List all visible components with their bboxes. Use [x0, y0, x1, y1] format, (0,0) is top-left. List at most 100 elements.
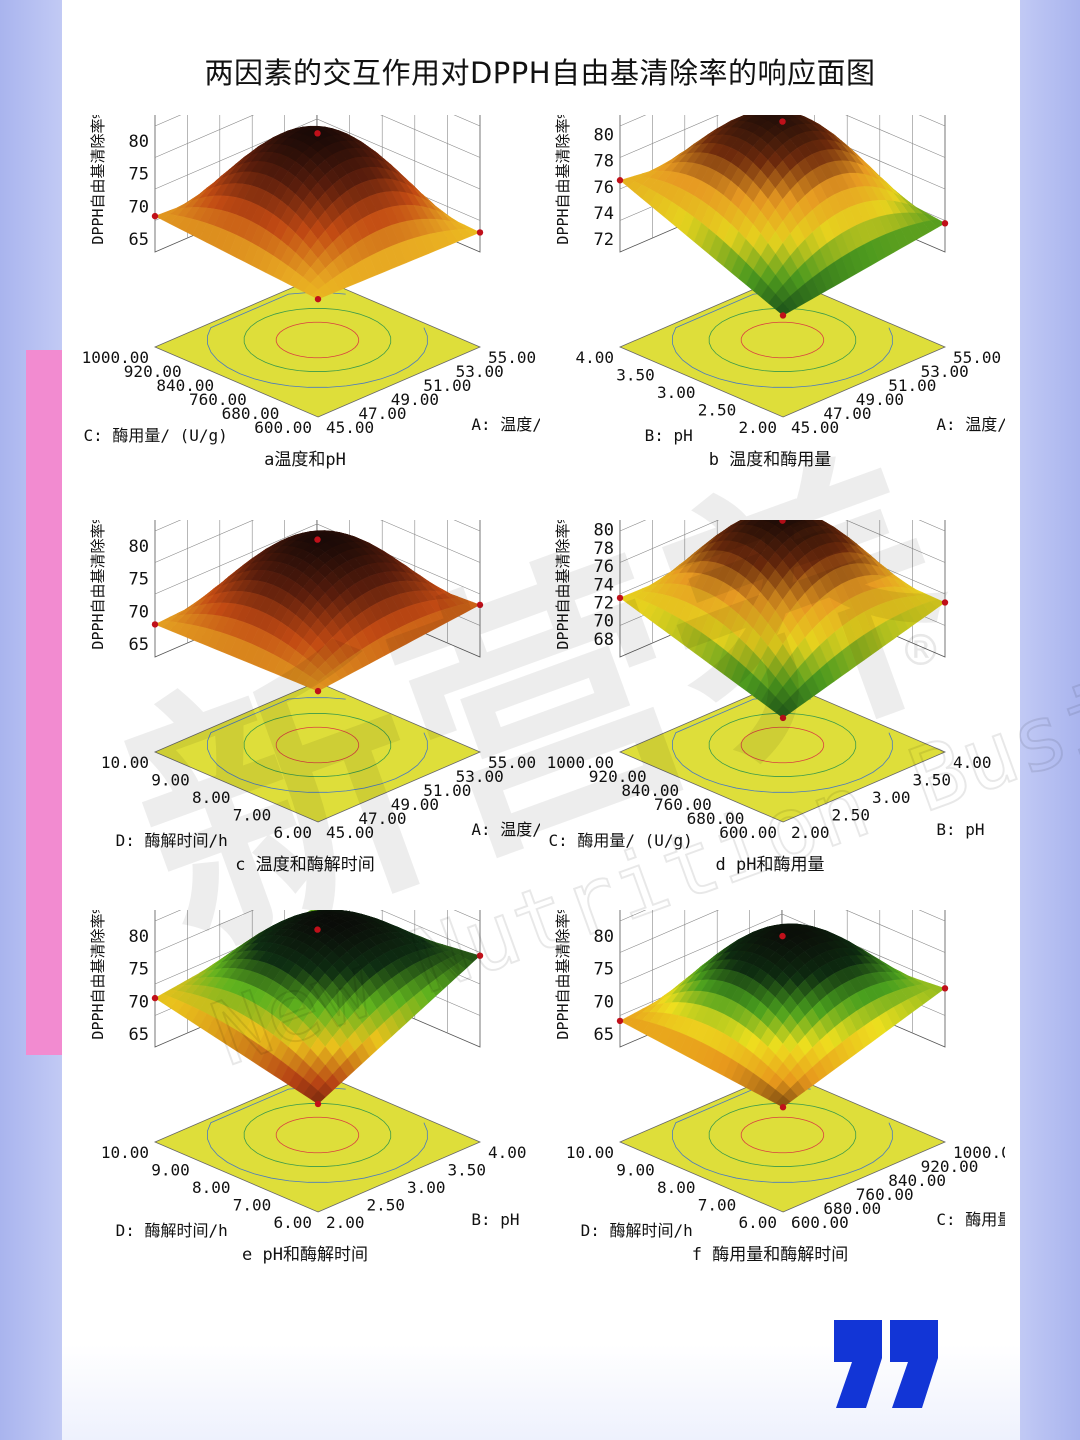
z-axis-label: DPPH自由基清除率% — [89, 520, 107, 650]
surface-mesh — [154, 910, 481, 1105]
design-point-right — [941, 220, 949, 227]
y-tick-label: 10.00 — [101, 1143, 149, 1162]
y-tick-label: 8.00 — [192, 1178, 231, 1197]
surface-svg: 85 80 75 70 65 DPPH自由基清除率% 2.002.503.003.504.0… — [89, 910, 527, 1265]
z-tick-label: 68 — [594, 630, 614, 650]
x-tick-label: 4.00 — [488, 1143, 527, 1162]
y-tick-label: 9.00 — [616, 1161, 655, 1180]
x-tick-label: 45.00 — [791, 418, 839, 437]
surface-chart-c: 85 80 75 70 65 DPPH自由基清除率% 45.0047.0049.0051.0… — [70, 520, 540, 880]
y-tick-label: 2.50 — [698, 401, 737, 420]
x-tick-label: 2.00 — [791, 823, 830, 842]
y-axis-label: D: 酶解时间/h — [581, 1221, 693, 1240]
contour-line — [243, 1103, 392, 1167]
design-point-peak — [314, 926, 321, 933]
z-tick-label: 65 — [129, 230, 149, 250]
surface-patch — [310, 289, 326, 300]
surface-mesh — [619, 115, 946, 316]
design-point-right — [476, 952, 484, 959]
y-tick-label: 7.00 — [233, 806, 272, 825]
z-tick-label: 72 — [594, 593, 614, 613]
x-axis-label: B: pH — [471, 1210, 519, 1229]
surface-mesh — [619, 520, 946, 719]
x-tick-label: 49.00 — [391, 795, 439, 814]
design-point-right — [941, 985, 949, 992]
z-tick-label: 75 — [129, 570, 149, 590]
z-tick-label: 65 — [129, 635, 149, 655]
design-point-left — [151, 994, 159, 1002]
z-axis-label: DPPH自由基清除率% — [554, 520, 572, 650]
y-tick-label: 10.00 — [101, 753, 149, 772]
surface-chart-a: 85 80 75 70 65 DPPH自由基清除率% 45.0047.0049.0051.0… — [70, 115, 540, 475]
z-tick-label: 80 — [129, 927, 149, 947]
x-axis-label: A: 温度/℃ — [936, 415, 1005, 434]
x-tick-label: 47.00 — [358, 809, 406, 828]
x-tick-label: 51.00 — [888, 376, 936, 395]
x-tick-label: 51.00 — [423, 376, 471, 395]
z-axis-label: DPPH自由基清除率% — [554, 115, 572, 245]
z-axis: 82 80 78 76 74 72 DPPH自由基清除率% — [554, 115, 614, 250]
surface-svg: 85 80 75 70 65 DPPH自由基清除率% 45.0047.0049.0051.0… — [82, 115, 540, 470]
grid-line — [154, 910, 481, 953]
x-tick-label: 600.00 — [791, 1213, 849, 1232]
y-axis-label: D: 酶解时间/h — [116, 831, 228, 850]
surface-patch — [775, 1095, 791, 1108]
z-tick-label: 70 — [129, 197, 149, 217]
y-axis: 2.002.503.003.504.00 B: pH — [575, 348, 777, 445]
pink-accent-bar — [26, 350, 62, 1055]
contour-line — [708, 713, 857, 777]
z-tick-label: 80 — [594, 927, 614, 947]
surface-svg: 85 80 75 70 65 DPPH自由基清除率% 45.0047.0049.0051.0… — [89, 520, 540, 875]
y-tick-label: 8.00 — [657, 1178, 696, 1197]
z-axis: 85 80 75 70 65 DPPH自由基清除率% — [89, 115, 149, 250]
z-tick-label: 85 — [594, 910, 614, 915]
z-tick-label: 82 — [594, 115, 614, 120]
design-point-front — [779, 312, 787, 319]
y-axis-label: B: pH — [645, 426, 693, 445]
y-tick-label: 600.00 — [719, 823, 777, 842]
y-tick-label: 6.00 — [273, 1213, 312, 1232]
contour-line — [740, 726, 825, 764]
y-tick-label: 2.00 — [738, 418, 777, 437]
y-tick-label: 680.00 — [222, 404, 280, 423]
x-tick-label: 53.00 — [456, 767, 504, 786]
x-tick-label: 3.00 — [407, 1178, 446, 1197]
surface-svg: 82 80 78 76 74 72 DPPH自由基清除率% 45.0047.0049.0051… — [554, 115, 1005, 470]
contour-line — [672, 1087, 893, 1183]
x-tick-label: 49.00 — [391, 390, 439, 409]
contour-line — [708, 308, 857, 372]
x-axis-label: A: 温度/℃ — [471, 820, 540, 839]
z-tick-label: 80 — [594, 521, 614, 541]
z-tick-label: 80 — [129, 537, 149, 557]
y-tick-label: 7.00 — [233, 1196, 272, 1215]
z-tick-label: 76 — [594, 178, 614, 198]
contour-line — [207, 1087, 428, 1183]
y-tick-label: 10.00 — [566, 1143, 614, 1162]
x-tick-label: 3.50 — [448, 1161, 487, 1180]
grid-line — [154, 115, 481, 158]
design-point-left — [151, 212, 159, 220]
contour-line — [275, 321, 360, 359]
z-tick-label: 78 — [594, 152, 614, 172]
design-point-peak — [779, 118, 786, 125]
y-tick-label: 8.00 — [192, 788, 231, 807]
grid-line — [619, 520, 946, 563]
contour-line — [207, 292, 428, 388]
x-tick-label: 53.00 — [456, 362, 504, 381]
panel-caption: f 酶用量和酶解时间 — [692, 1245, 848, 1265]
y-tick-label: 4.00 — [575, 348, 614, 367]
z-tick-label: 74 — [594, 575, 614, 595]
design-point-front — [314, 1100, 322, 1108]
surface-patch — [310, 1090, 326, 1105]
design-point-left — [616, 1017, 624, 1025]
x-axis-label: B: pH — [936, 820, 984, 839]
contour-line — [275, 1116, 360, 1154]
x-axis-label: A: 温度/℃ — [471, 415, 540, 434]
surface-mesh — [619, 923, 946, 1108]
y-tick-label: 840.00 — [156, 376, 214, 395]
y-tick-label: 1000.00 — [547, 753, 614, 772]
surface-chart-f: 8580757065DPPH自由基清除率%600.00680.00760.008… — [535, 910, 1005, 1270]
x-tick-label: 680.00 — [823, 1199, 881, 1218]
